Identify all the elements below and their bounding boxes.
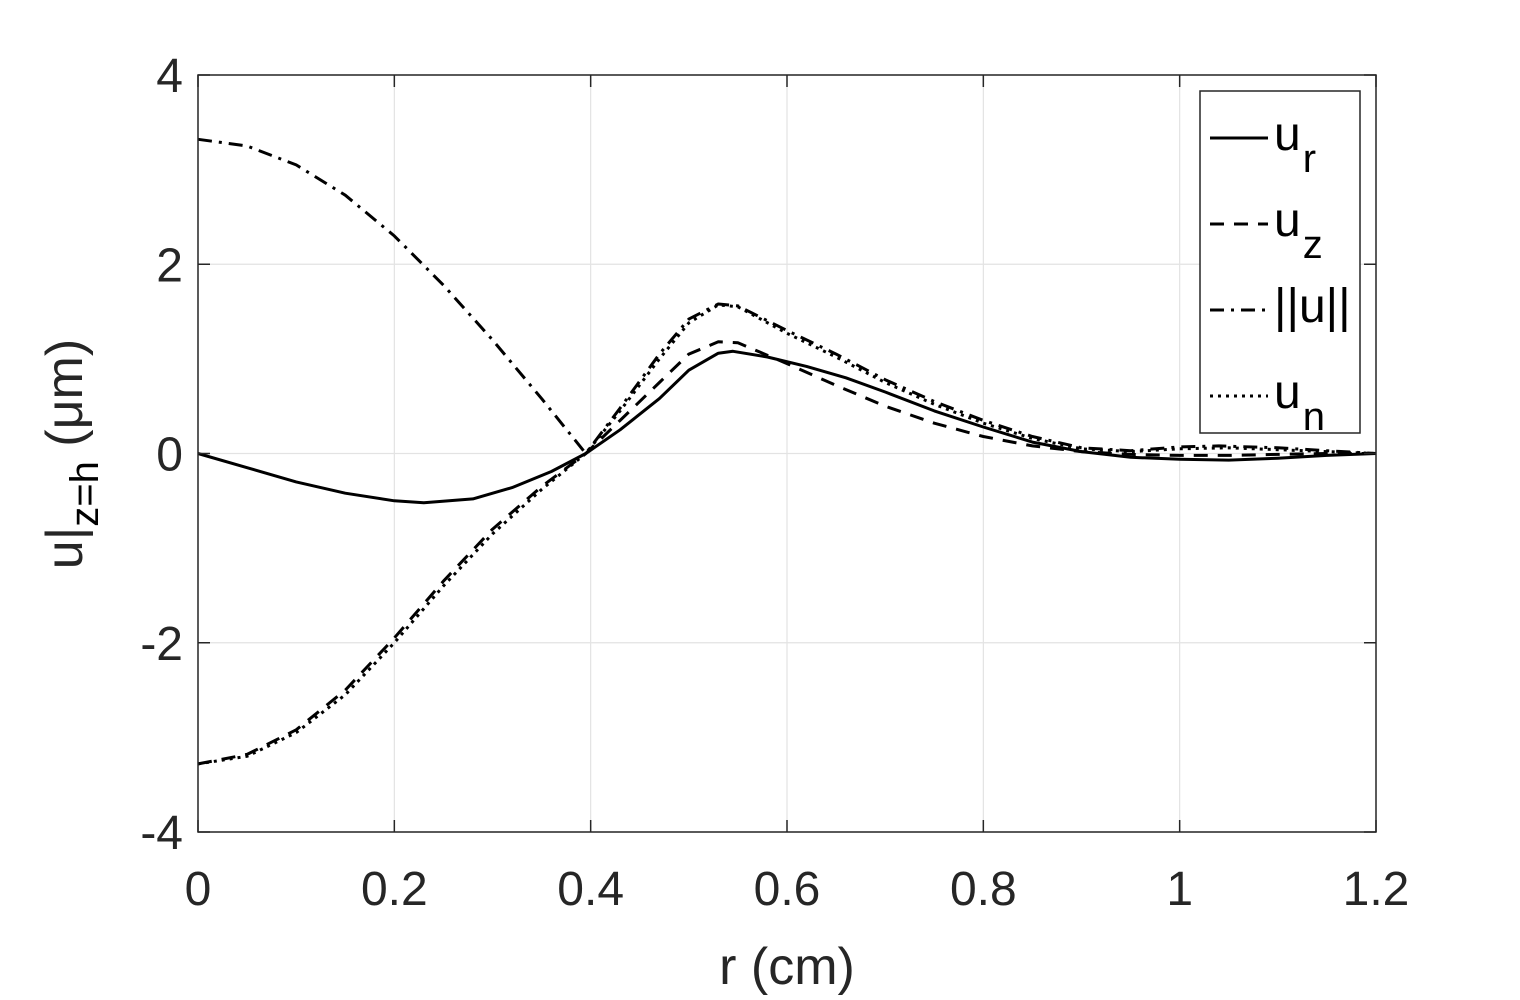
svg-text:u|z=h (μm): u|z=h (μm) xyxy=(36,339,107,569)
x-tick-label: 0.6 xyxy=(754,863,821,916)
x-tick-label: 0 xyxy=(185,863,212,916)
y-axis-label: u|z=h (μm) xyxy=(36,339,107,569)
y-axis-label-subscript: z=h xyxy=(63,461,107,527)
legend-items: ur uz ||u|| un xyxy=(1210,108,1351,439)
series-line-ur xyxy=(197,349,1377,505)
x-tick-label: 0.8 xyxy=(950,863,1017,916)
legend: ur uz ||u|| un xyxy=(1199,90,1361,439)
legend-label: ur xyxy=(1274,108,1316,181)
x-axis-label: r (cm) xyxy=(719,938,855,996)
y-tick-label: 4 xyxy=(156,50,183,103)
legend-box xyxy=(1199,90,1361,434)
x-tick-label: 0.2 xyxy=(361,863,428,916)
legend-label: ||u|| xyxy=(1274,280,1351,333)
y-tick-label: -4 xyxy=(140,807,183,860)
legend-label: un xyxy=(1274,366,1325,439)
legend-label: uz xyxy=(1274,194,1323,267)
x-tick-label: 1.2 xyxy=(1343,863,1410,916)
y-tick-label: -2 xyxy=(140,618,183,671)
x-tick-label: 0.4 xyxy=(557,863,624,916)
y-axis-label-unit: (μm) xyxy=(36,339,94,447)
y-axis-label-base: u| xyxy=(36,527,94,569)
axes: 0 0.2 0.4 0.6 0.8 1 1.2 4 2 0 -2 -4 xyxy=(140,50,1409,916)
series-line-uz xyxy=(197,340,1376,766)
y-tick-label: 2 xyxy=(156,239,183,292)
series-layer xyxy=(197,137,1377,766)
y-tick-label: 0 xyxy=(156,429,183,482)
series-line-un xyxy=(197,303,1377,766)
x-tick-label: 1 xyxy=(1166,863,1193,916)
